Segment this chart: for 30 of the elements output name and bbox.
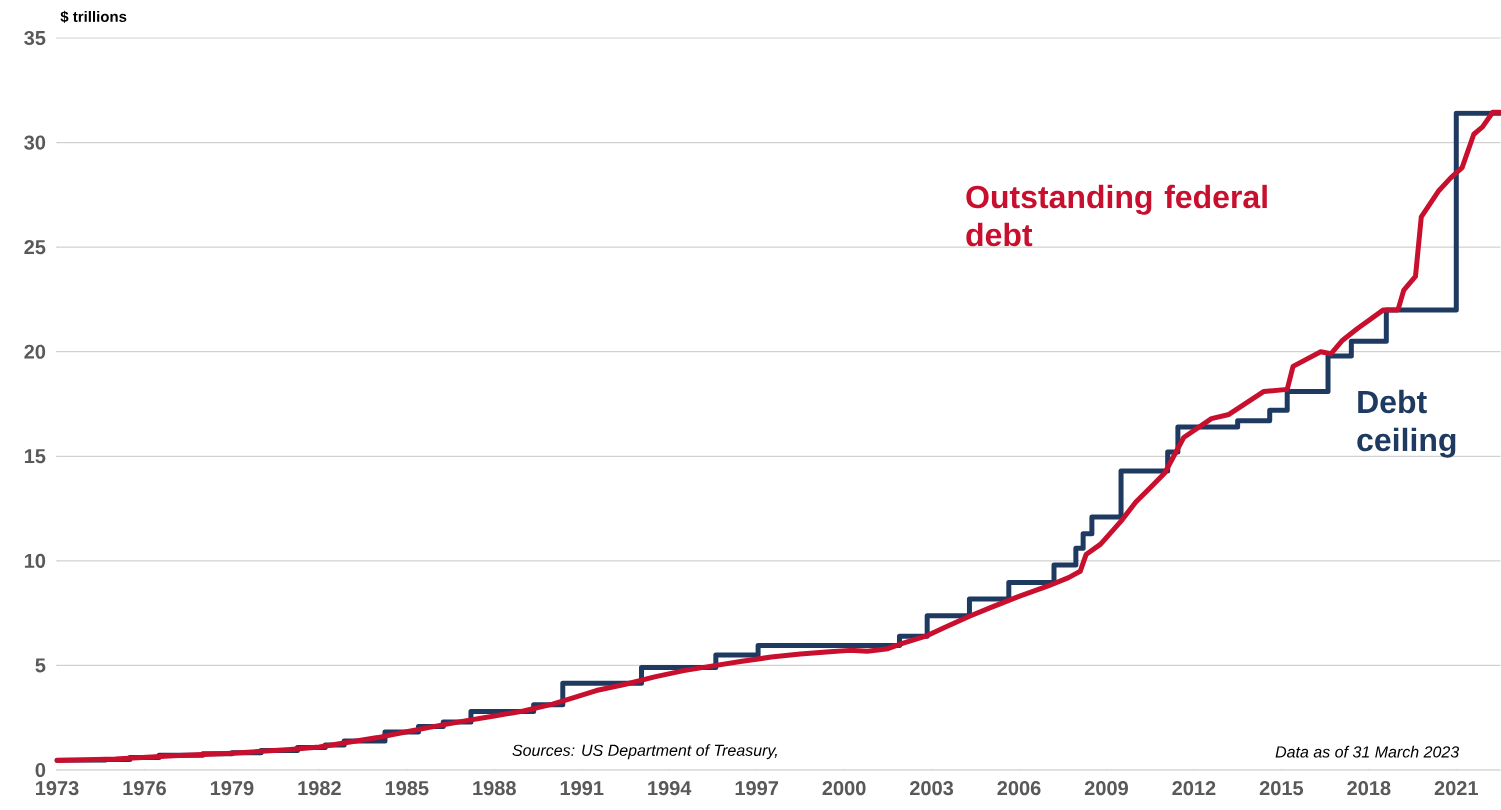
y-tick-label: 30 [24,135,46,150]
y-tick-label: 5 [35,658,46,673]
x-tick-label: 2000 [822,781,866,796]
x-tick-label: 2021 [1434,781,1478,796]
x-tick-label: 2018 [1347,781,1391,796]
y-axis-title: $ trillions [60,10,127,23]
text: Outstanding federal debt [966,184,1267,247]
y-tick-label: 0 [35,762,46,778]
series-label: Debt ceiling [1357,389,1456,458]
y-tick-label: 10 [24,553,46,568]
x-tick-label: 1976 [123,781,166,796]
x-tick-label: 1991 [560,781,604,796]
x-tick-label: 1994 [648,781,692,796]
x-tick-label: 1988 [473,781,516,796]
x-tick-label: 1997 [735,781,779,796]
y-tick-label: 25 [24,240,46,255]
x-tick-label: 2003 [910,781,954,796]
annotation: Data as of 31 March 2023 [1275,745,1460,758]
x-tick-label: 2009 [1084,781,1128,796]
x-tick-label: 1982 [298,781,341,796]
x-tick-label: 2006 [997,781,1041,796]
x-tick-label: 2012 [1172,781,1216,796]
x-tick-label: 1973 [36,781,79,796]
x-tick-label: 1979 [210,781,254,796]
y-tick-label: 35 [24,30,46,46]
annotation: Sources: US Department of Treasury, [512,744,777,760]
x-tick-label: 1985 [385,781,429,796]
x-tick-label: 2015 [1259,781,1304,796]
y-tick-label: 20 [24,344,46,359]
y-tick-label: 15 [24,449,46,464]
